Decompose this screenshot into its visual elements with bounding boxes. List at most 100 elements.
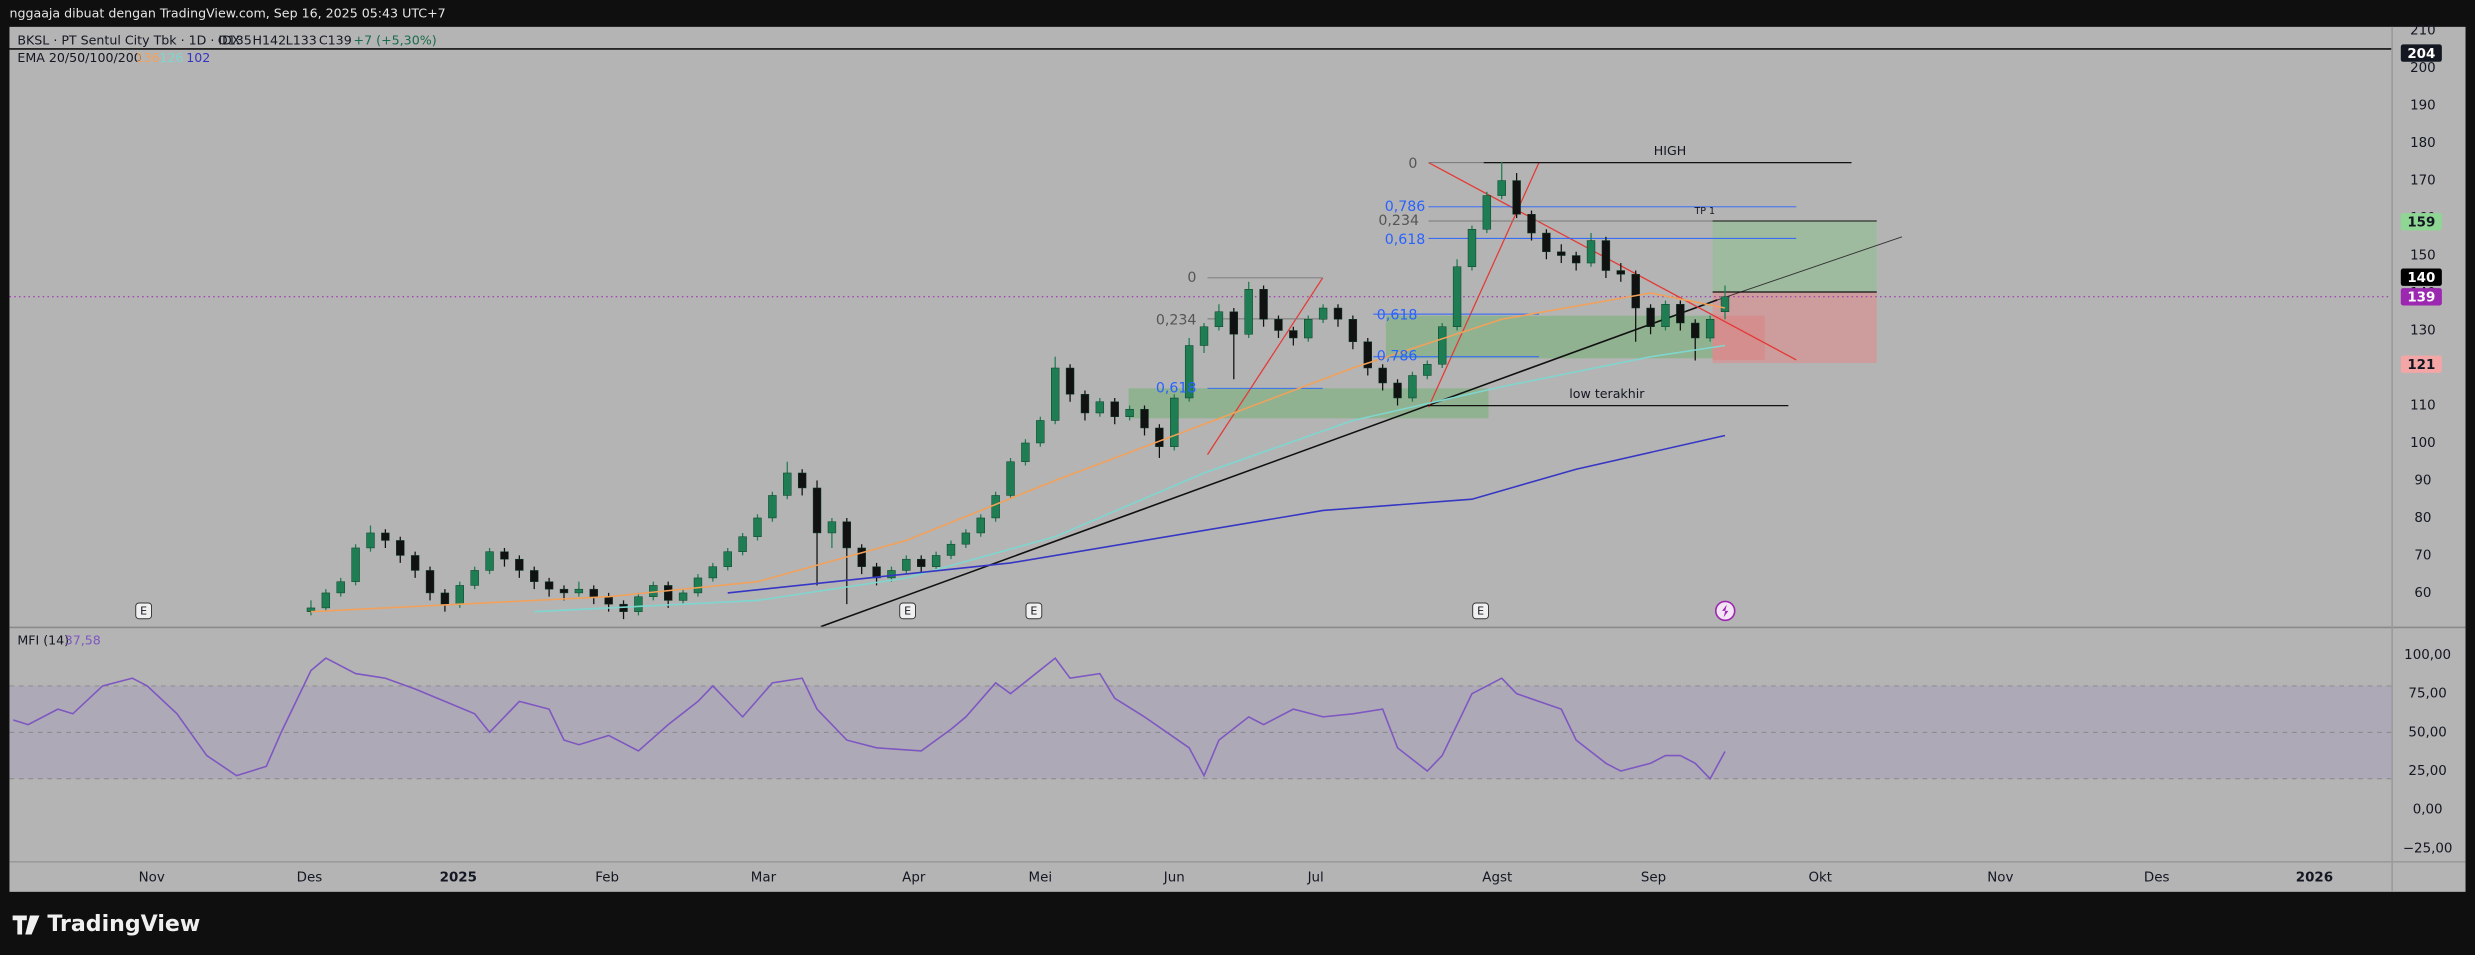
candle-body (1631, 274, 1640, 309)
drawing-zone (1712, 221, 1877, 293)
time-tick-label: Nov (1987, 871, 2013, 886)
price-tick-label: 110 (2410, 398, 2436, 413)
candle-body (931, 555, 941, 567)
candle-body (559, 588, 569, 594)
candle-body (544, 581, 554, 590)
mfi-pane (9, 656, 2392, 781)
logo: TradingView (47, 911, 200, 937)
candle-body (1289, 330, 1298, 339)
earnings-marker (1025, 602, 1043, 620)
candle-body (1348, 319, 1358, 342)
candle-body (1646, 307, 1655, 327)
candle-body (351, 547, 360, 582)
candle-body (1586, 240, 1596, 264)
earnings-label: E (140, 605, 147, 618)
annotation: 0,786 (1385, 199, 1426, 215)
candle-body (1542, 232, 1551, 253)
candle-body (574, 588, 584, 594)
candle-body (649, 585, 658, 597)
earnings-label: E (1030, 605, 1037, 618)
annotation: 0 (1408, 156, 1417, 172)
candle-body (1051, 367, 1060, 421)
mfi-line (13, 656, 1726, 781)
candle-body (1095, 401, 1105, 414)
candle-body (1720, 296, 1730, 313)
ema-line (534, 344, 1726, 613)
annotation: TP 1 (1693, 206, 1715, 217)
ema-line (727, 434, 1726, 594)
price-tag-label: 204 (2407, 47, 2435, 62)
candle-body (410, 555, 420, 571)
candle-body (902, 558, 911, 571)
candle-body (1705, 319, 1715, 339)
price-tag (2400, 44, 2442, 62)
candle-body (396, 540, 405, 556)
overlay: BKSL · PT Sentul City Tbk · 1D · IDX O13… (12, 24, 2453, 937)
candle-body (1408, 375, 1417, 399)
candle-body (485, 551, 494, 571)
mfi-value: 37,58 (65, 632, 101, 647)
candle-body (1333, 307, 1343, 320)
ohlc: O135 (218, 33, 252, 48)
candle-body (976, 517, 985, 534)
candle-body (1438, 326, 1447, 365)
earnings-marker (135, 602, 153, 620)
caption: nggaaja dibuat dengan TradingView.com, S… (9, 6, 445, 21)
time-tick-label: Jul (1307, 871, 1324, 886)
candle-body (1497, 180, 1506, 196)
drawing-line (820, 299, 1718, 627)
ema-value: 102 (186, 50, 210, 65)
annotation: 0,786 (1377, 349, 1418, 365)
candle-body (1512, 180, 1521, 215)
price-tag-label: 121 (2407, 358, 2435, 373)
candle-body (961, 532, 971, 545)
candle-body (1199, 326, 1209, 346)
mfi-tick-label: 50,00 (2408, 725, 2446, 740)
price-tick-label: 80 (2414, 511, 2431, 526)
time-tick-label: Okt (1808, 871, 1832, 886)
candle-body (1527, 214, 1536, 234)
candle-body (1140, 408, 1149, 429)
earnings-marker (899, 602, 916, 620)
candle-body (634, 596, 643, 612)
candle-body (306, 607, 316, 612)
candle-body (917, 558, 926, 567)
candle-body (1452, 266, 1462, 327)
candle-body (768, 495, 777, 519)
chart-area (9, 26, 2466, 892)
dividend-marker (1714, 600, 1736, 622)
candle-body (455, 585, 464, 605)
candle-body (321, 592, 331, 609)
candle-body (887, 570, 896, 579)
candle-body (1110, 401, 1119, 417)
candle-body (604, 596, 613, 605)
time-tick-label: 2025 (440, 871, 477, 886)
candle-body (1571, 255, 1581, 264)
price-tag-label: 139 (2407, 291, 2435, 306)
candle-body (1214, 311, 1224, 327)
symbol: BKSL · PT Sentul City Tbk · 1D · IDX (17, 33, 240, 48)
time-tick-label: Mei (1029, 871, 1053, 886)
earnings-label: E (904, 605, 911, 618)
candle-body (693, 577, 703, 594)
candle-body (1691, 322, 1700, 339)
mfi-tick-label: −25,00 (2403, 841, 2453, 856)
earnings-label: E (1477, 605, 1484, 618)
price-tag (2400, 288, 2442, 306)
candle-body (425, 570, 435, 594)
candle-body (440, 592, 450, 605)
price-tag (2400, 213, 2442, 231)
candle-body (1661, 304, 1670, 327)
candle-body (1601, 240, 1611, 271)
candle-body (381, 532, 390, 541)
ohlc: H142 (253, 33, 287, 48)
candle-body (1125, 408, 1134, 417)
annotation: 0,234 (1378, 213, 1419, 229)
candle-body (1378, 367, 1387, 384)
price-tick-label: 200 (2410, 61, 2436, 76)
time-tick-label: 2026 (2296, 871, 2333, 886)
candle-body (500, 551, 509, 560)
candle-body (678, 592, 688, 601)
candle-body (783, 472, 792, 496)
